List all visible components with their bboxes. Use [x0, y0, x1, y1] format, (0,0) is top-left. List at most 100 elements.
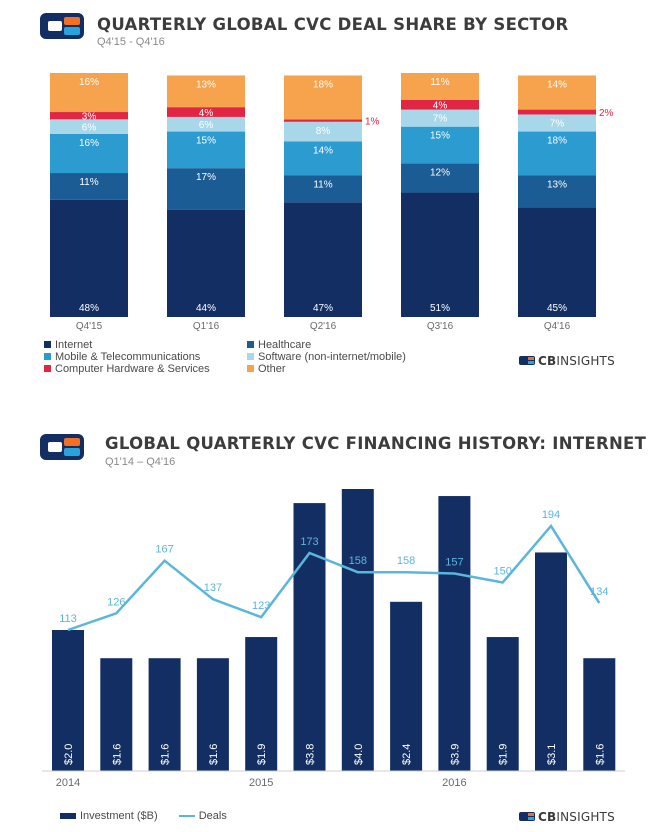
- segment-label: 7%: [550, 118, 565, 129]
- bar-segment: [50, 119, 128, 134]
- deals-label: 150: [494, 565, 512, 577]
- segment-label: 11%: [430, 77, 449, 88]
- deals-label: 123: [252, 600, 270, 612]
- x-tick-label: Q2'16: [310, 321, 337, 332]
- bar-segment: [518, 75, 596, 110]
- segment-label: 44%: [196, 303, 216, 314]
- bar-segment: [518, 207, 596, 317]
- segment-label: 2%: [599, 108, 614, 119]
- bar-segment: [401, 109, 479, 127]
- x-tick-label: Q3'16: [427, 321, 454, 332]
- bar-segment: [518, 114, 596, 132]
- segment-label: 47%: [313, 303, 333, 314]
- investment-bar-label: $3.8: [305, 744, 317, 765]
- brand-prefix: CB: [538, 354, 557, 368]
- stacked-bar-chart: 48%11%16%6%3%16%Q4'1544%17%15%6%4%13%Q1'…: [50, 73, 614, 332]
- segment-label: 17%: [196, 172, 216, 183]
- segment-label: 14%: [547, 79, 567, 90]
- legend-label-investment: Investment ($B): [80, 810, 158, 822]
- bar-segment: [50, 199, 128, 317]
- investment-bar-label: $4.0: [353, 744, 365, 765]
- legend-swatch-deals: [178, 815, 195, 818]
- segment-label: 6%: [199, 120, 214, 131]
- cb-insights-logo-icon: [40, 434, 84, 460]
- chart2-subtitle: Q1'14 – Q4'16: [105, 456, 176, 468]
- chart2-legend: Investment ($B) Deals: [60, 810, 227, 822]
- bar-segment: [50, 134, 128, 174]
- bar-segment: [401, 163, 479, 193]
- deals-label: 113: [59, 613, 77, 625]
- segment-label: 7%: [433, 114, 448, 125]
- year-label: 2016: [442, 777, 466, 789]
- bar-segment: [50, 73, 128, 113]
- bar-segment: [284, 202, 362, 317]
- legend-label-software: Software (non-internet/mobile): [258, 351, 406, 363]
- legend-item-internet: Internet: [44, 339, 92, 351]
- bar-segment: [284, 121, 362, 142]
- segment-label: 16%: [79, 138, 99, 149]
- legend-label-internet: Internet: [55, 339, 93, 351]
- bar-segment: [167, 209, 245, 317]
- bar-segment: [167, 107, 245, 117]
- legend-item-healthcare: Healthcare: [247, 339, 311, 351]
- cb-insights-mark-icon: [519, 356, 535, 365]
- legend-label-mobile: Mobile & Telecommunications: [55, 351, 201, 363]
- investment-bar: [196, 658, 229, 771]
- segment-label: 11%: [313, 179, 332, 190]
- segment-label: 48%: [79, 303, 99, 314]
- year-label: 2015: [249, 777, 273, 789]
- chart1-subtitle: Q4'15 - Q4'16: [97, 36, 165, 48]
- investment-bar: [341, 489, 374, 771]
- legend-swatch-investment: [60, 813, 76, 820]
- legend-item-other: Other: [247, 363, 286, 375]
- bar-segment: [518, 109, 596, 115]
- segment-label: 3%: [82, 112, 97, 123]
- bar-segment: [167, 131, 245, 169]
- segment-label: 13%: [547, 179, 567, 190]
- investment-bar: [245, 637, 278, 771]
- cb-insights-logo-icon: [40, 13, 84, 39]
- year-label: 2014: [56, 777, 80, 789]
- segment-label: 15%: [196, 136, 216, 147]
- chart1-title: QUARTERLY GLOBAL CVC DEAL SHARE BY SECTO…: [97, 15, 569, 34]
- investment-bar: [52, 630, 84, 771]
- segment-label: 4%: [199, 108, 214, 119]
- deals-label: 167: [155, 544, 173, 556]
- cb-insights-brand-1: CBINSIGHTS: [519, 354, 615, 368]
- bar-segment: [284, 75, 362, 120]
- legend-item-mobile: Mobile & Telecommunications: [44, 351, 200, 363]
- legend-swatch-other: [247, 364, 254, 372]
- segment-label: 15%: [430, 131, 450, 142]
- chart2-title: GLOBAL QUARTERLY CVC FINANCING HISTORY: …: [105, 434, 647, 453]
- segment-label: 4%: [433, 101, 448, 112]
- segment-label: 45%: [547, 303, 567, 314]
- legend-label-healthcare: Healthcare: [258, 339, 312, 351]
- deals-label: 158: [349, 555, 367, 567]
- x-tick-label: Q4'15: [76, 321, 103, 332]
- bar-line-combo-chart: $2.0 $1.6 $1.6 $1.6 $1.9 $3.8 $4.0 $2.4 $3.9 $1.9…: [42, 489, 625, 789]
- bar-segment: [401, 126, 479, 164]
- segment-label: 13%: [196, 79, 216, 90]
- legend-label-hardware: Computer Hardware & Services: [55, 363, 210, 375]
- segment-label: 51%: [430, 303, 450, 314]
- cb-insights-brand-2: CBINSIGHTS: [519, 810, 615, 824]
- brand-suffix: INSIGHTS: [556, 354, 615, 368]
- bar-segment: [518, 131, 596, 176]
- segment-label: 12%: [430, 167, 450, 178]
- deals-label: 157: [445, 557, 463, 569]
- x-tick-label: Q1'16: [193, 321, 220, 332]
- bar-segment: [401, 99, 479, 110]
- investment-bar: [148, 658, 181, 771]
- investment-bar-label: $1.9: [256, 744, 268, 765]
- segment-label: 6%: [82, 123, 97, 134]
- investment-bar: [535, 552, 567, 771]
- investment-bar-label: $2.0: [63, 744, 75, 765]
- legend-item-software: Software (non-internet/mobile): [247, 351, 406, 363]
- investment-bar: [293, 503, 326, 771]
- segment-label: 8%: [316, 126, 331, 137]
- segment-label: 16%: [79, 77, 99, 88]
- deals-label: 126: [107, 596, 125, 608]
- legend-swatch-internet: [44, 340, 51, 348]
- deals-label: 134: [590, 586, 608, 598]
- investment-bar-label: $1.6: [111, 744, 123, 765]
